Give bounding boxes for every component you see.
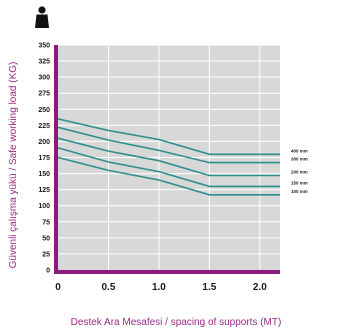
y-tick-label: 125 <box>38 187 50 194</box>
x-tick-label: 0 <box>55 282 61 293</box>
y-tick-label: 175 <box>38 155 50 162</box>
weight-icon <box>35 6 49 28</box>
series-label: 400 mm <box>291 148 308 153</box>
x-tick-label: 1.5 <box>202 282 216 293</box>
x-axis-line <box>54 270 280 274</box>
series-line <box>57 147 280 188</box>
y-tick-label: 150 <box>38 171 50 178</box>
y-tick-label: 75 <box>42 219 50 226</box>
y-tick-label: 200 <box>38 139 50 146</box>
x-tick-label: 1.0 <box>152 282 166 293</box>
x-tick-label: 0.5 <box>102 282 116 293</box>
y-tick-label: 325 <box>38 59 50 66</box>
series-label: 300 mm <box>291 157 308 162</box>
series-line <box>57 118 280 156</box>
series-label: 100 mm <box>291 189 308 194</box>
y-axis-line <box>54 45 58 274</box>
series-line <box>57 156 280 196</box>
y-axis-title: Güvenli çalışma yükü / Safe working load… <box>8 62 19 269</box>
series-line <box>57 126 280 164</box>
y-tick-label: 0 <box>46 268 50 275</box>
series-line <box>57 137 280 177</box>
y-tick-label: 300 <box>38 75 50 82</box>
y-tick-label: 350 <box>38 43 50 50</box>
y-tick-label: 250 <box>38 107 50 114</box>
y-tick-label: 275 <box>38 91 50 98</box>
y-tick-label: 225 <box>38 123 50 130</box>
series-label: 150 mm <box>291 180 308 185</box>
x-tick-label: 2.0 <box>253 282 267 293</box>
y-tick-label: 25 <box>42 251 50 258</box>
y-tick-label: 50 <box>42 235 50 242</box>
series-label: 200 mm <box>291 170 308 175</box>
x-axis-title: Destek Ara Mesafesi / spacing of support… <box>71 317 282 328</box>
y-tick-label: 100 <box>38 203 50 210</box>
